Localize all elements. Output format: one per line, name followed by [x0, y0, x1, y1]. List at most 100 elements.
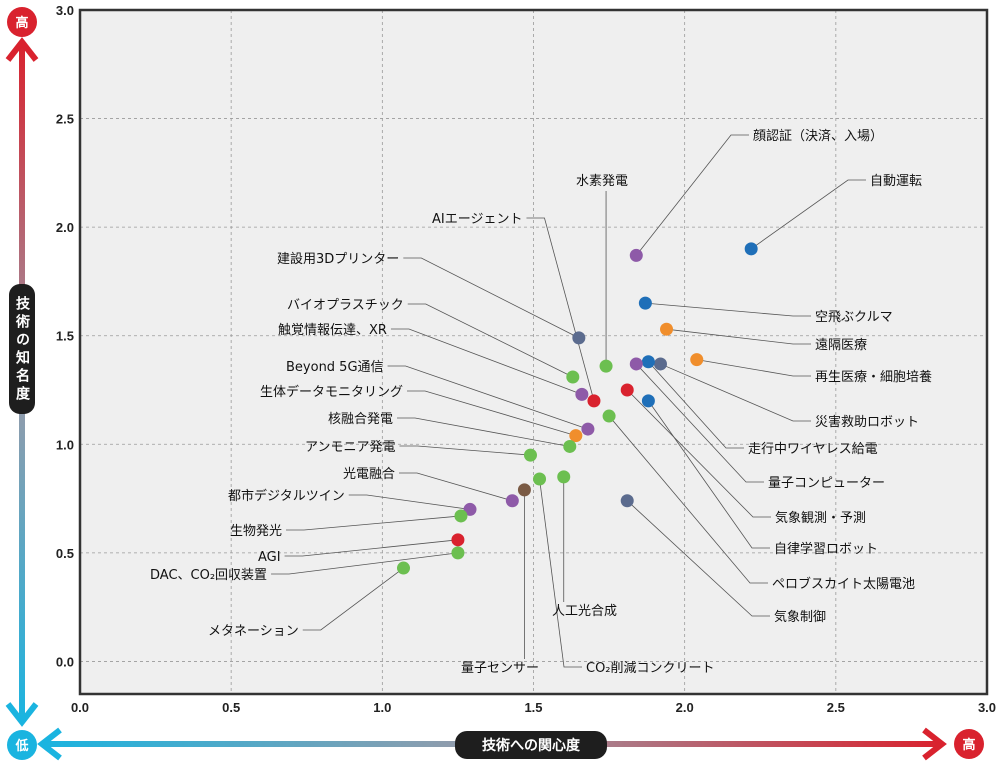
leader-line — [284, 539, 458, 557]
point-label: 量子コンピューター — [768, 476, 885, 491]
x-axis-title-box — [455, 731, 607, 759]
data-points — [396, 242, 758, 575]
leader-lines — [271, 134, 866, 668]
leader-line — [399, 472, 513, 502]
x-tick-label: 1.5 — [524, 700, 542, 715]
leader-line — [626, 389, 771, 518]
leader-line — [286, 515, 461, 531]
y-tick-label: 0.5 — [56, 546, 74, 561]
leader-line — [626, 500, 770, 617]
leader-line — [648, 400, 770, 549]
x-tick-labels: 0.0 0.5 1.0 1.5 2.0 2.5 3.0 — [71, 700, 996, 715]
point-label: 建設用3Dプリンター — [277, 251, 399, 267]
y-axis-arrow-up-icon — [5, 37, 39, 62]
data-point — [566, 370, 580, 384]
point-labels: 顔認証（決済、入場） 自動運転 水素発電 AIエージェント建設用3Dプリンター空飛ぶク… — [150, 128, 932, 676]
y-axis-title: 技術の知名度 — [14, 295, 31, 404]
leader-line — [636, 363, 764, 483]
leader-line — [635, 134, 749, 256]
leader-line — [648, 361, 744, 449]
y-tick-label: 0.0 — [56, 654, 74, 669]
point-label: 光電融合 — [343, 467, 395, 482]
data-point — [451, 546, 465, 560]
data-point — [638, 296, 652, 310]
y-axis-title-box — [9, 284, 35, 414]
x-tick-label: 0.5 — [222, 700, 240, 715]
data-point — [641, 394, 655, 408]
point-label: 生物発光 — [230, 524, 282, 539]
point-label: ペロブスカイト太陽電池 — [772, 576, 915, 592]
y-tick-label: 2.5 — [56, 112, 74, 127]
x-axis-title: 技術への関心度 — [482, 737, 581, 754]
data-point — [641, 355, 655, 369]
point-label: CO₂削減コンクリート — [586, 660, 715, 676]
data-point — [602, 409, 616, 423]
point-label: 災害救助ロボット — [815, 414, 919, 430]
y-tick-label: 1.5 — [56, 329, 74, 344]
data-point — [599, 359, 613, 373]
point-label: 自律学習ロボット — [774, 541, 878, 557]
data-point — [505, 494, 519, 508]
leader-line — [750, 179, 866, 250]
data-point — [454, 509, 468, 523]
data-point — [744, 242, 758, 256]
y-tick-label: 2.0 — [56, 220, 74, 235]
x-tick-label: 2.5 — [827, 700, 845, 715]
leader-line — [302, 567, 404, 631]
point-label: 自動運転 — [870, 174, 922, 189]
data-point — [653, 357, 667, 371]
y-high-label: 高 — [15, 15, 28, 31]
leader-line — [390, 328, 583, 395]
data-point — [451, 533, 465, 547]
point-label: 顔認証（決済、入場） — [753, 128, 883, 144]
point-label: 核融合発電 — [328, 412, 393, 427]
y-high-badge — [7, 7, 37, 37]
point-label: 気象観測・予測 — [775, 510, 866, 526]
point-label: バイオプラスチック — [287, 298, 404, 313]
data-point — [463, 502, 477, 516]
point-label: 気象制御 — [774, 609, 826, 625]
x-high-badge — [954, 729, 984, 759]
leader-line — [407, 390, 576, 436]
data-point — [629, 357, 643, 371]
leader-line — [348, 494, 471, 510]
leader-line — [660, 363, 811, 422]
leader-line — [397, 417, 570, 447]
grid — [80, 10, 987, 694]
plot-frame — [78, 8, 989, 696]
y-tick-label: 3.0 — [56, 3, 74, 18]
data-point — [690, 353, 704, 367]
x-axis-arrow-left-icon — [37, 727, 62, 761]
data-point — [533, 472, 547, 486]
data-point — [557, 470, 571, 484]
point-label: Beyond 5G通信 — [286, 360, 384, 375]
point-label: 人工光合成 — [552, 604, 617, 619]
data-point — [620, 494, 634, 508]
leader-line — [399, 445, 531, 456]
leader-line — [539, 478, 582, 668]
point-label: 量子センサー — [461, 661, 539, 676]
data-point — [575, 387, 589, 401]
data-point — [629, 248, 643, 262]
data-point — [563, 439, 577, 453]
data-point — [523, 448, 537, 462]
point-label: AGI — [258, 550, 281, 565]
x-tick-label: 3.0 — [978, 700, 996, 715]
leader-line — [271, 552, 458, 575]
point-label: 生体データモニタリング — [260, 384, 403, 400]
data-point — [396, 561, 410, 575]
point-label: 触覚情報伝達、XR — [278, 323, 387, 338]
leader-line — [666, 328, 811, 345]
leader-line — [645, 302, 811, 317]
y-low-label: 低 — [14, 738, 28, 754]
leader-line — [387, 365, 589, 430]
data-point — [660, 322, 674, 336]
point-label: DAC、CO₂回収装置 — [150, 568, 267, 583]
point-label: 走行中ワイヤレス給電 — [748, 442, 878, 457]
x-tick-label: 1.0 — [373, 700, 391, 715]
y-tick-labels: 0.0 0.5 1.0 1.5 2.0 2.5 3.0 — [56, 3, 74, 669]
y-axis-arrow-down-icon — [5, 702, 39, 727]
leader-line — [403, 257, 580, 339]
data-point — [587, 394, 601, 408]
